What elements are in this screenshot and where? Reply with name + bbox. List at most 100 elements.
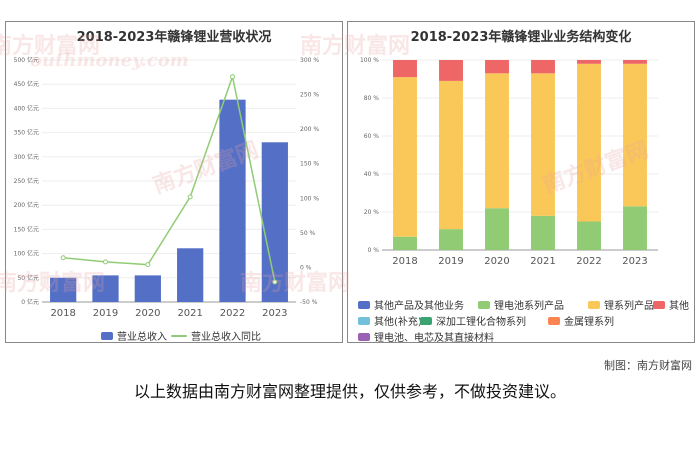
right-y-tick-label: 100 % <box>300 195 319 202</box>
revenue-bar <box>50 277 77 302</box>
disclaimer-text: 以上数据由南方财富网整理提供，仅供参考，不做投资建议。 <box>133 382 566 401</box>
structure-legend-item[interactable]: 其他产品及其他业务 <box>358 297 464 312</box>
structure-chart-svg: 0 % 20 % 40 % 60 % 80 % 100 % 2018 2019 2020 2021… <box>360 57 658 267</box>
right-y-tick-label: 0 % <box>300 264 312 271</box>
structure-legend-item[interactable]: 锂电池系列产品 <box>478 297 564 312</box>
structure-x-tick-label: 2020 <box>484 256 509 267</box>
yoy-growth-point <box>230 74 235 80</box>
structure-bar-segment <box>577 63 601 222</box>
left-y-tick-label: 400 亿元 <box>14 104 39 112</box>
structure-y-tick-label: 0 % <box>368 247 380 254</box>
structure-x-tick-label: 2022 <box>576 256 601 267</box>
structure-legend-item[interactable]: 金属锂系列 <box>548 313 614 328</box>
legend-swatch <box>420 316 432 325</box>
left-x-tick-label: 2022 <box>220 308 245 319</box>
legend-swatch <box>358 300 370 309</box>
right-y-tick-label: 200 % <box>300 126 319 133</box>
structure-bar-segment <box>439 60 463 81</box>
legend-swatch <box>358 316 370 325</box>
left-y-tick-label: 150 亿元 <box>14 225 39 233</box>
legend-label: 锂系列产品 <box>604 301 654 312</box>
legend-label: 深加工锂化合物系列 <box>436 317 526 328</box>
structure-chart-legend: 其他产品及其他业务 锂电池系列产品 锂系列产品 其他其他(补充) 深加工锂化合物系列 金属… <box>348 292 694 344</box>
structure-bar-segment <box>485 208 509 250</box>
structure-bar-segment <box>577 221 601 250</box>
legend-label: 锂电池、电芯及其直接材料 <box>374 333 494 344</box>
left-y-tick-label: 500 亿元 <box>14 56 39 64</box>
right-y-tick-label: -50 % <box>300 299 318 306</box>
structure-bar-segment <box>623 206 647 250</box>
structure-bar-segment <box>577 60 601 64</box>
structure-bar-segment <box>531 73 555 216</box>
left-y-tick-label: 50 亿元 <box>17 274 39 282</box>
structure-bar-segment <box>531 215 555 250</box>
structure-bar-segment <box>485 73 509 209</box>
revenue-chart-panel: 2018-2023年赣锋锂业营收状况 0 亿元 50 亿元 100 亿元 150 亿元… <box>5 21 343 343</box>
legend-swatch <box>171 334 187 337</box>
left-y-tick-label: 300 亿元 <box>14 153 39 161</box>
structure-bar-segment <box>623 63 647 207</box>
structure-bar-segment <box>439 80 463 230</box>
legend-swatch <box>478 300 490 309</box>
right-y-tick-label: 50 % <box>300 230 316 237</box>
structure-x-tick-label: 2019 <box>438 256 463 267</box>
revenue-bar <box>134 275 161 302</box>
structure-x-tick-label: 2018 <box>392 256 417 267</box>
left-x-tick-label: 2019 <box>93 308 118 319</box>
structure-x-tick-label: 2021 <box>530 256 555 267</box>
structure-chart-title: 2018-2023年赣锋锂业业务结构变化 <box>410 30 632 45</box>
left-y-tick-label: 350 亿元 <box>14 129 39 137</box>
legend-swatch <box>358 332 370 341</box>
yoy-growth-point <box>103 259 108 265</box>
structure-legend-item[interactable]: 其他 <box>653 297 689 312</box>
yoy-growth-point <box>145 262 151 268</box>
structure-y-tick-label: 40 % <box>364 171 380 178</box>
structure-y-tick-label: 80 % <box>364 95 380 102</box>
legend-label: 金属锂系列 <box>564 317 614 328</box>
structure-bar-segment <box>393 77 417 237</box>
left-y-tick-label: 200 亿元 <box>14 201 39 209</box>
structure-x-tick-label: 2023 <box>622 256 647 267</box>
left-x-tick-label: 2020 <box>135 308 160 319</box>
structure-y-tick-label: 20 % <box>364 209 380 216</box>
structure-chart-panel: 2018-2023年赣锋锂业业务结构变化 0 % 20 % 40 % 60 % 80 %… <box>347 21 695 344</box>
revenue-chart-svg: 0 亿元 50 亿元 100 亿元 150 亿元 200 亿元 250 亿元 300 亿元 3… <box>14 56 320 319</box>
legend-label: 其他(补充) <box>374 317 422 328</box>
yoy-growth-point <box>60 255 66 261</box>
legend-label: 营业总收入 <box>117 332 167 343</box>
structure-legend-item[interactable]: 锂电池、电芯及其直接材料 <box>358 329 494 344</box>
structure-legend-item[interactable]: 深加工锂化合物系列 <box>420 313 526 328</box>
legend-swatch <box>653 300 665 309</box>
revenue-legend-item[interactable]: 营业总收入 <box>101 328 167 343</box>
left-y-tick-label: 0 亿元 <box>21 298 39 306</box>
legend-swatch <box>588 300 600 309</box>
structure-bar-segment <box>393 236 417 250</box>
left-x-tick-label: 2018 <box>50 308 75 319</box>
structure-legend-item[interactable]: 其他(补充) <box>358 313 422 328</box>
structure-bar-segment <box>439 229 463 250</box>
yoy-growth-point <box>187 194 193 200</box>
structure-bar-segment <box>485 60 509 74</box>
left-x-tick-label: 2021 <box>177 308 202 319</box>
legend-label: 锂电池系列产品 <box>494 301 564 312</box>
right-y-tick-label: 150 % <box>300 161 319 168</box>
legend-swatch <box>101 331 113 340</box>
chart-credit: 制图：南方财富网 <box>604 359 692 372</box>
structure-bar-segment <box>623 60 647 64</box>
legend-label: 其他 <box>669 301 689 312</box>
left-x-tick-label: 2023 <box>262 308 287 319</box>
structure-bar-segment <box>393 60 417 78</box>
right-y-tick-label: 300 % <box>300 57 319 64</box>
legend-label: 其他产品及其他业务 <box>374 301 464 312</box>
yoy-growth-point <box>272 279 278 285</box>
legend-swatch <box>548 316 560 325</box>
left-y-tick-label: 250 亿元 <box>14 177 39 185</box>
revenue-chart-legend: 营业总收入 营业总收入同比 <box>6 328 342 343</box>
revenue-legend-item[interactable]: 营业总收入同比 <box>171 328 261 343</box>
revenue-bar <box>219 99 246 302</box>
left-y-tick-label: 100 亿元 <box>14 250 39 258</box>
structure-bar-segment <box>531 60 555 74</box>
left-y-tick-label: 450 亿元 <box>14 80 39 88</box>
legend-label: 营业总收入同比 <box>191 332 261 343</box>
structure-legend-item[interactable]: 锂系列产品 <box>588 297 654 312</box>
